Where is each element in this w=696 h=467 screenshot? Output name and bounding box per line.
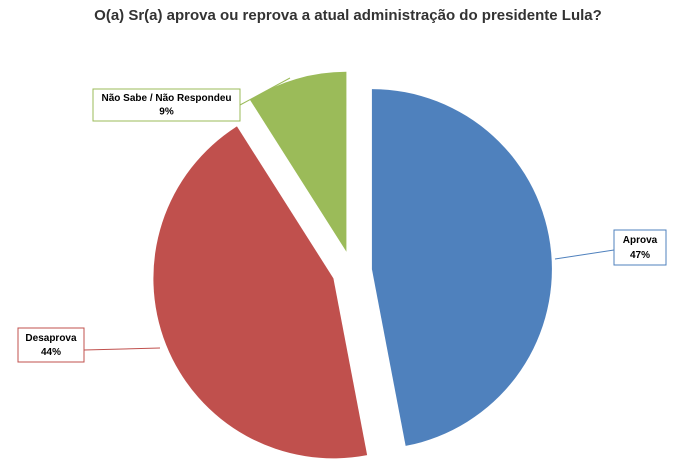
slice-label: Não Sabe / Não Respondeu: [101, 93, 231, 104]
value-label: 9%: [159, 107, 174, 118]
pie-slice: [249, 71, 347, 252]
label-box: [92, 88, 241, 122]
leader-line: [239, 77, 291, 106]
slice-label: Aprova: [623, 235, 658, 246]
value-label: 47%: [630, 250, 650, 261]
label-box: [613, 229, 667, 266]
slice-label: Desaprova: [25, 333, 77, 344]
value-label: 44%: [41, 347, 61, 358]
pie-slice: [153, 126, 368, 459]
chart-title: O(a) Sr(a) aprova ou reprova a atual adm…: [94, 7, 602, 24]
leader-line: [554, 249, 615, 260]
label-box: [17, 327, 85, 363]
leader-line: [83, 347, 161, 351]
pie-slice: [371, 89, 552, 446]
